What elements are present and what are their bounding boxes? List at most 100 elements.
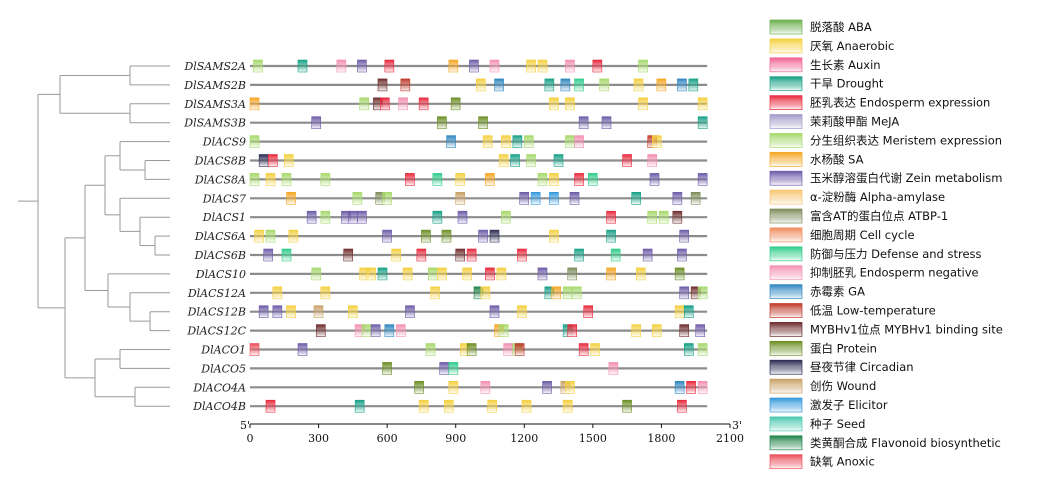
element-zein <box>679 229 690 243</box>
element-meristem <box>658 210 669 224</box>
element-protein <box>441 229 452 243</box>
legend-label: MYBHv1位点 MYBHv1 binding site <box>810 322 1003 336</box>
legend-swatch <box>769 359 803 375</box>
element-anaerobic <box>697 97 708 111</box>
legend-swatch <box>769 378 803 394</box>
element-defense <box>587 173 598 186</box>
axis-tick-label: 2100 <box>716 432 744 445</box>
element-endosperm-negative <box>395 324 406 337</box>
element-zein <box>258 305 269 319</box>
legend-swatch <box>769 189 803 205</box>
element-drought <box>574 248 584 262</box>
element-drought <box>510 154 520 167</box>
legend-item-defense: 防御与压力 Defense and stress <box>769 246 982 262</box>
element-low-temp <box>514 343 525 356</box>
axis-tick-label: 1500 <box>579 432 607 445</box>
element-protein <box>450 97 461 111</box>
element-circadian <box>489 229 500 243</box>
element-atbp <box>567 267 578 281</box>
element-zein <box>642 248 653 262</box>
element-endosperm-negative <box>647 154 658 167</box>
element-sa <box>286 192 296 205</box>
element-protein <box>421 229 431 243</box>
legend: 脱落酸 ABA 厌氧 Anaerobic 生长素 Auxin 干旱 Drought 胚乳… <box>769 19 1003 470</box>
element-zein <box>357 210 367 224</box>
element-anaerobic <box>288 229 299 243</box>
element-anaerobic <box>651 135 662 148</box>
legend-swatch <box>769 435 803 451</box>
element-anaerobic <box>674 305 685 319</box>
element-meristem <box>599 78 610 92</box>
element-endosperm-expression <box>574 173 584 186</box>
legend-item-protein: 蛋白 Protein <box>769 340 877 356</box>
element-meristem <box>253 59 263 73</box>
gene-track-dlsams2a <box>250 59 708 73</box>
element-mybhv1 <box>315 324 326 337</box>
legend-item-ga: 赤霉素 GA <box>769 284 865 299</box>
legend-item-anoxic: 缺氧 Anoxic <box>769 454 875 470</box>
gene-track-dlacs8b <box>250 154 708 167</box>
legend-swatch <box>769 416 803 432</box>
element-meristem <box>537 173 548 186</box>
element-sa <box>485 173 495 186</box>
element-anaerobic <box>482 135 493 148</box>
element-endosperm-expression <box>418 97 429 111</box>
gene-track-dlacs6b <box>250 248 708 262</box>
element-defense <box>281 248 292 262</box>
element-sa <box>249 97 260 111</box>
element-meristem <box>565 135 575 148</box>
element-zein <box>439 362 450 375</box>
element-drought <box>683 305 694 319</box>
gene-track-dlacs12c <box>250 324 708 337</box>
element-zein <box>405 305 415 319</box>
element-ga <box>677 78 687 92</box>
legend-label: 昼夜节律 Circadian <box>810 360 914 374</box>
element-defense <box>574 78 584 92</box>
gene-label-dlsams2b: DlSAMS2B <box>183 79 246 92</box>
element-sa <box>448 59 459 73</box>
element-protein <box>674 267 685 281</box>
element-endosperm-expression <box>416 248 427 262</box>
gene-label-dlacs10: DlACS10 <box>195 268 246 281</box>
legend-label: 厌氧 Anaerobic <box>810 39 894 53</box>
element-meristem <box>352 192 363 205</box>
element-zein <box>601 116 612 129</box>
element-endosperm-expression <box>567 324 578 337</box>
element-anaerobic <box>635 267 646 281</box>
element-drought <box>354 399 365 413</box>
element-endosperm-expression <box>379 97 390 111</box>
gene-track-dlacs1 <box>250 210 708 224</box>
element-anaerobic <box>418 399 429 413</box>
element-meristem <box>249 135 260 148</box>
axis-tick-label: 1200 <box>510 432 538 445</box>
element-meristem <box>427 267 438 281</box>
gene-track-dlacs12b <box>250 305 708 319</box>
legend-swatch <box>769 57 803 73</box>
legend-swatch <box>769 397 803 413</box>
element-meristem <box>697 286 708 300</box>
element-anaerobic <box>366 267 376 281</box>
legend-swatch <box>769 227 803 243</box>
element-anaerobic <box>475 78 486 92</box>
element-anaerobic <box>448 380 459 394</box>
element-anaerobic <box>437 267 447 281</box>
element-endosperm-negative <box>489 59 500 73</box>
element-defense <box>432 173 443 186</box>
element-meristem <box>647 210 658 224</box>
element-ga <box>560 78 571 92</box>
gene-track-dlaco4a <box>250 380 708 394</box>
axis-tick-label: 600 <box>377 432 398 445</box>
phylogenetic-tree <box>18 65 170 407</box>
legend-label: 创伤 Wound <box>810 379 876 393</box>
element-endosperm-negative <box>336 59 347 73</box>
element-endosperm-expression <box>405 173 415 186</box>
gene-track-dlsams3a <box>249 97 708 111</box>
element-defense <box>448 362 459 375</box>
legend-swatch <box>769 303 803 318</box>
element-endosperm-expression <box>583 305 594 319</box>
element-meristem <box>359 97 370 111</box>
element-protein <box>437 116 447 129</box>
gene-label-dlacs8a: DlACS8A <box>194 173 246 186</box>
element-protein <box>466 343 477 356</box>
element-anaerobic <box>272 286 283 300</box>
